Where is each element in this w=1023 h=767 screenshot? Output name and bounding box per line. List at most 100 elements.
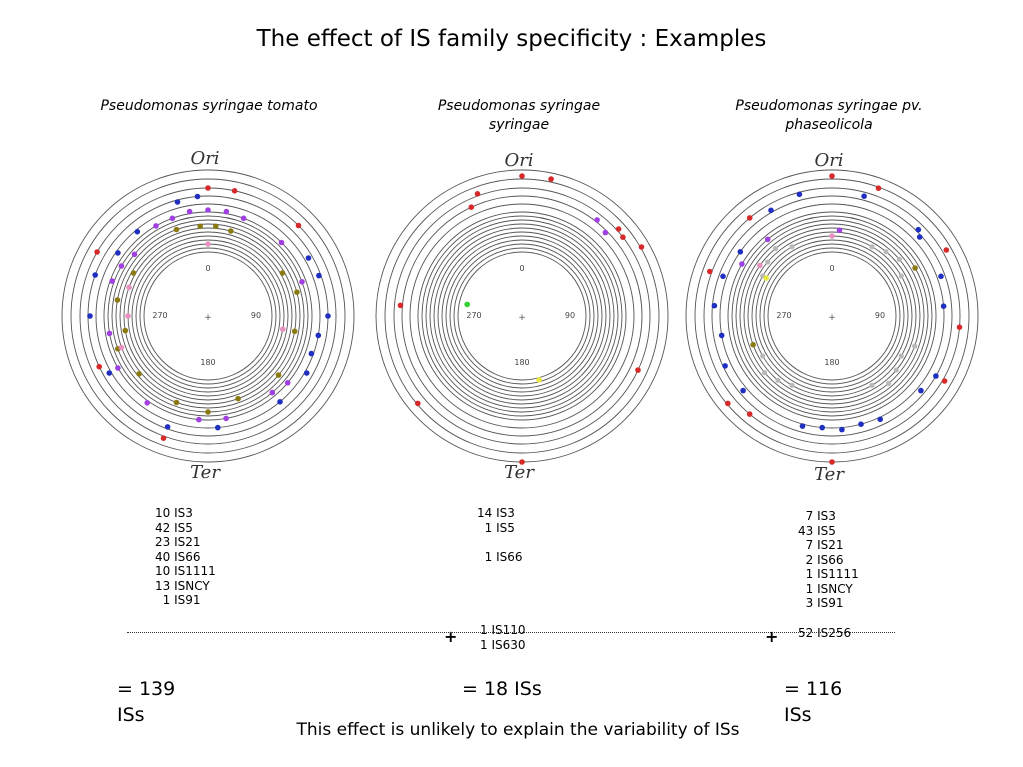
genome-ring — [763, 247, 901, 385]
is-element-dot — [169, 215, 176, 222]
genome-ring — [139, 247, 277, 385]
is-element-dot — [316, 272, 322, 279]
genome-ring — [727, 211, 937, 421]
is-element-dot — [796, 191, 803, 198]
degree-label: 90 — [565, 311, 575, 320]
degree-label: 0 — [205, 264, 210, 273]
is-extra-item: 1 IS110 — [480, 623, 526, 637]
is-element-dot — [772, 246, 779, 252]
is-count-item: 13 ISNCY — [155, 578, 210, 593]
genome-ring — [111, 219, 305, 413]
ring-group — [685, 169, 979, 463]
ring-group — [375, 169, 669, 463]
is-element-dot — [711, 302, 718, 309]
degree-label: 90 — [875, 311, 885, 320]
is-element-dot — [918, 387, 924, 394]
genome-ring — [79, 187, 337, 445]
is-element-dot — [893, 367, 899, 373]
is-element-dot — [594, 217, 600, 223]
is-element-dot — [858, 421, 864, 428]
is-element-dot — [205, 241, 211, 247]
genome-ring — [449, 243, 595, 389]
degree-label: 180 — [514, 358, 529, 367]
genome-ring — [453, 247, 591, 385]
is-element-dot — [519, 173, 525, 179]
is-element-dot — [739, 261, 745, 267]
genome-ring — [421, 215, 623, 417]
genome-ring — [441, 235, 603, 397]
is-element-dot — [799, 423, 806, 429]
is-element-dot — [223, 415, 229, 422]
is-element-dot — [115, 346, 121, 352]
is-element-dot — [725, 400, 731, 407]
centre-mark: + — [518, 313, 526, 323]
is-extra-item: 1 IS630 — [480, 637, 526, 652]
is-element-dot — [295, 222, 302, 229]
genome-ring — [719, 203, 945, 429]
is-count-item: 10 IS3 — [155, 506, 193, 520]
is-element-dot — [130, 270, 137, 276]
is-element-dot — [205, 185, 211, 191]
genome-ring — [739, 223, 925, 409]
ter-label-phaseolicola: Ter — [814, 464, 844, 485]
is-element-dot — [763, 275, 769, 281]
genome-ring — [735, 219, 929, 413]
is-element-dot — [131, 251, 138, 258]
is-count-item: 2 IS66 — [798, 552, 844, 567]
is-element-dot — [789, 382, 795, 388]
is-element-dot — [205, 207, 211, 213]
genome-ring — [119, 227, 297, 405]
is-element-dot — [869, 244, 875, 250]
is-element-dot — [269, 389, 276, 396]
is-element-dot — [912, 343, 918, 349]
is-count-item: 1 IS1111 — [798, 567, 859, 581]
is-element-dot — [635, 367, 641, 373]
is-element-dot — [284, 380, 291, 386]
is-element-dot — [474, 191, 481, 197]
is-element-dot — [789, 244, 795, 250]
ter-label-tomato: Ter — [190, 462, 220, 483]
is-element-dot — [305, 255, 312, 261]
is-element-dot — [205, 409, 211, 415]
genome-ring — [747, 231, 917, 401]
is-element-dot — [92, 272, 98, 278]
is-count-item: 14 IS3 — [477, 506, 515, 520]
plus-sign-syringae: + — [444, 627, 458, 646]
is-element-dot — [916, 234, 923, 240]
is-element-dot — [760, 353, 766, 359]
genome-ring — [711, 195, 953, 437]
is-element-dot — [896, 256, 903, 262]
is-element-dot — [215, 424, 221, 431]
is-element-dot — [760, 273, 766, 279]
is-element-dot — [765, 259, 771, 265]
total-phaseolicola: = 116 ISs — [784, 678, 843, 726]
genome-ring — [123, 231, 293, 401]
is-count-item: 10 IS1111 — [155, 564, 216, 578]
genome-ring — [95, 203, 321, 429]
is-element-dot — [231, 188, 238, 194]
degree-label: 270 — [776, 311, 791, 320]
is-element-dot — [115, 250, 121, 256]
is-element-dot — [160, 435, 167, 442]
ring-group — [61, 169, 355, 463]
is-element-dot — [737, 249, 744, 255]
genome-ring — [135, 243, 281, 389]
genome-ring — [417, 211, 627, 421]
is-element-dot — [235, 395, 241, 402]
is-element-dot — [707, 268, 713, 275]
is-count-item: 1 IS5 — [477, 520, 515, 535]
genome-ring — [115, 223, 301, 409]
is-count-item: 40 IS66 — [155, 549, 201, 564]
is-element-dot — [464, 301, 471, 308]
is-count-item — [477, 535, 523, 550]
species-label-tomato: Pseudomonas syringae tomato — [100, 98, 318, 114]
is-element-dot — [153, 223, 159, 229]
is-element-dot — [912, 265, 918, 271]
is-element-dot — [746, 215, 753, 221]
is-element-dot — [126, 284, 132, 291]
degree-label: 270 — [466, 311, 481, 320]
is-element-dot — [933, 373, 939, 379]
is-element-dot — [240, 215, 247, 222]
is-element-dot — [223, 208, 230, 215]
is-element-dot — [299, 279, 305, 285]
